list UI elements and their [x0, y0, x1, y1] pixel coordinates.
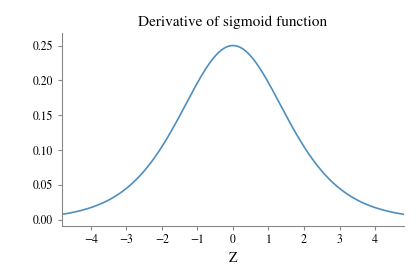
X-axis label: Z: Z — [229, 252, 237, 265]
Title: Derivative of sigmoid function: Derivative of sigmoid function — [139, 16, 327, 29]
